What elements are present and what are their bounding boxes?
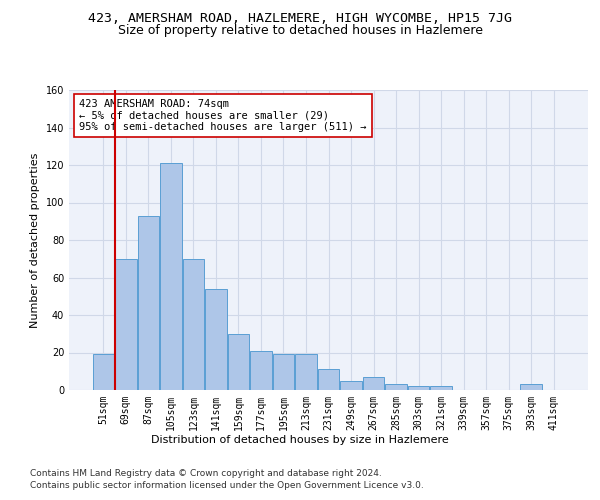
Bar bbox=[137, 216, 159, 390]
Text: Distribution of detached houses by size in Hazlemere: Distribution of detached houses by size … bbox=[151, 435, 449, 445]
Bar bbox=[408, 386, 429, 390]
Text: 423 AMERSHAM ROAD: 74sqm
← 5% of detached houses are smaller (29)
95% of semi-de: 423 AMERSHAM ROAD: 74sqm ← 5% of detache… bbox=[79, 99, 367, 132]
Text: Contains HM Land Registry data © Crown copyright and database right 2024.: Contains HM Land Registry data © Crown c… bbox=[30, 469, 382, 478]
Bar bbox=[205, 289, 227, 390]
Bar bbox=[115, 259, 137, 390]
Bar bbox=[273, 354, 294, 390]
Bar bbox=[318, 370, 339, 390]
Bar bbox=[340, 380, 362, 390]
Bar bbox=[363, 377, 384, 390]
Bar bbox=[295, 354, 317, 390]
Bar bbox=[92, 354, 114, 390]
Bar bbox=[520, 384, 542, 390]
Text: Contains public sector information licensed under the Open Government Licence v3: Contains public sector information licen… bbox=[30, 481, 424, 490]
Bar bbox=[250, 350, 272, 390]
Text: 423, AMERSHAM ROAD, HAZLEMERE, HIGH WYCOMBE, HP15 7JG: 423, AMERSHAM ROAD, HAZLEMERE, HIGH WYCO… bbox=[88, 12, 512, 26]
Bar bbox=[160, 163, 182, 390]
Text: Size of property relative to detached houses in Hazlemere: Size of property relative to detached ho… bbox=[118, 24, 482, 37]
Bar bbox=[385, 384, 407, 390]
Bar bbox=[228, 334, 249, 390]
Bar bbox=[430, 386, 452, 390]
Bar bbox=[182, 259, 204, 390]
Y-axis label: Number of detached properties: Number of detached properties bbox=[30, 152, 40, 328]
